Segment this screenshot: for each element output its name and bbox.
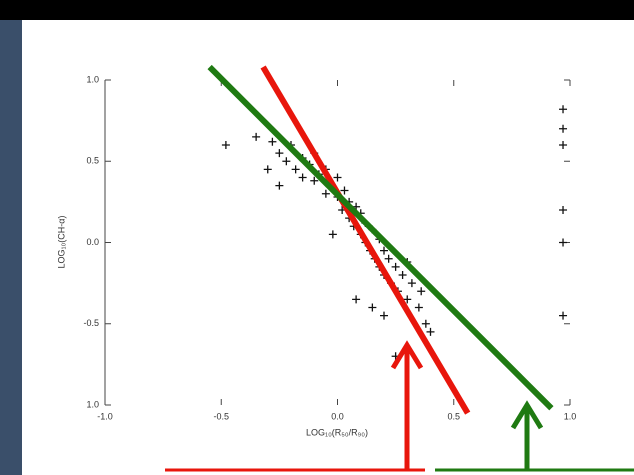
point [221,141,230,149]
point [275,181,284,190]
point [421,319,430,328]
point [559,141,568,149]
point [407,279,416,288]
point [559,124,568,133]
x-tick-label: 1.0 [564,411,577,421]
point [426,327,435,336]
point [263,165,272,174]
y-axis-label: LOG₁₀(CH-α) [56,216,66,269]
point [391,262,400,271]
point [368,303,377,312]
point [380,246,388,255]
point [298,173,307,182]
x-tick-label: 0.0 [331,411,344,421]
point [384,254,393,263]
point [559,105,568,114]
side-image [0,20,22,475]
x-axis-label: LOG₁₀(R₅₀/R₉₀) [306,427,368,437]
y-tick-label: -0.5 [83,318,99,328]
point [414,303,423,312]
point [352,295,361,304]
x-tick-label: -0.5 [213,411,229,421]
point [252,132,261,141]
slide [22,20,634,475]
point [282,157,291,166]
point [328,230,337,239]
point [380,311,388,320]
fit-line [207,64,554,411]
point [321,189,330,198]
y-tick-label: 1.0 [86,399,99,409]
red-arrow-head [390,340,424,370]
x-tick-label: -1.0 [97,411,113,421]
green-arrow-head [510,400,544,430]
point [268,137,277,146]
x-tick-label: 0.5 [447,411,460,421]
y-tick-label: 1.0 [86,74,99,84]
point [403,295,412,304]
point [340,186,349,195]
y-tick-label: 0.0 [86,237,99,247]
fit-line [260,65,471,415]
point [559,311,568,320]
point [559,238,568,247]
point [333,173,342,182]
point [275,149,284,158]
point [559,206,568,214]
y-tick-label: 0.5 [86,156,99,166]
point [417,287,426,296]
plot: 1.0 -0.5 0.0 0.5 1.0 -1.0 -0.5 0.0 0.5 1.0 [83,64,577,421]
point [291,165,300,174]
point [310,176,319,185]
point [398,271,407,279]
